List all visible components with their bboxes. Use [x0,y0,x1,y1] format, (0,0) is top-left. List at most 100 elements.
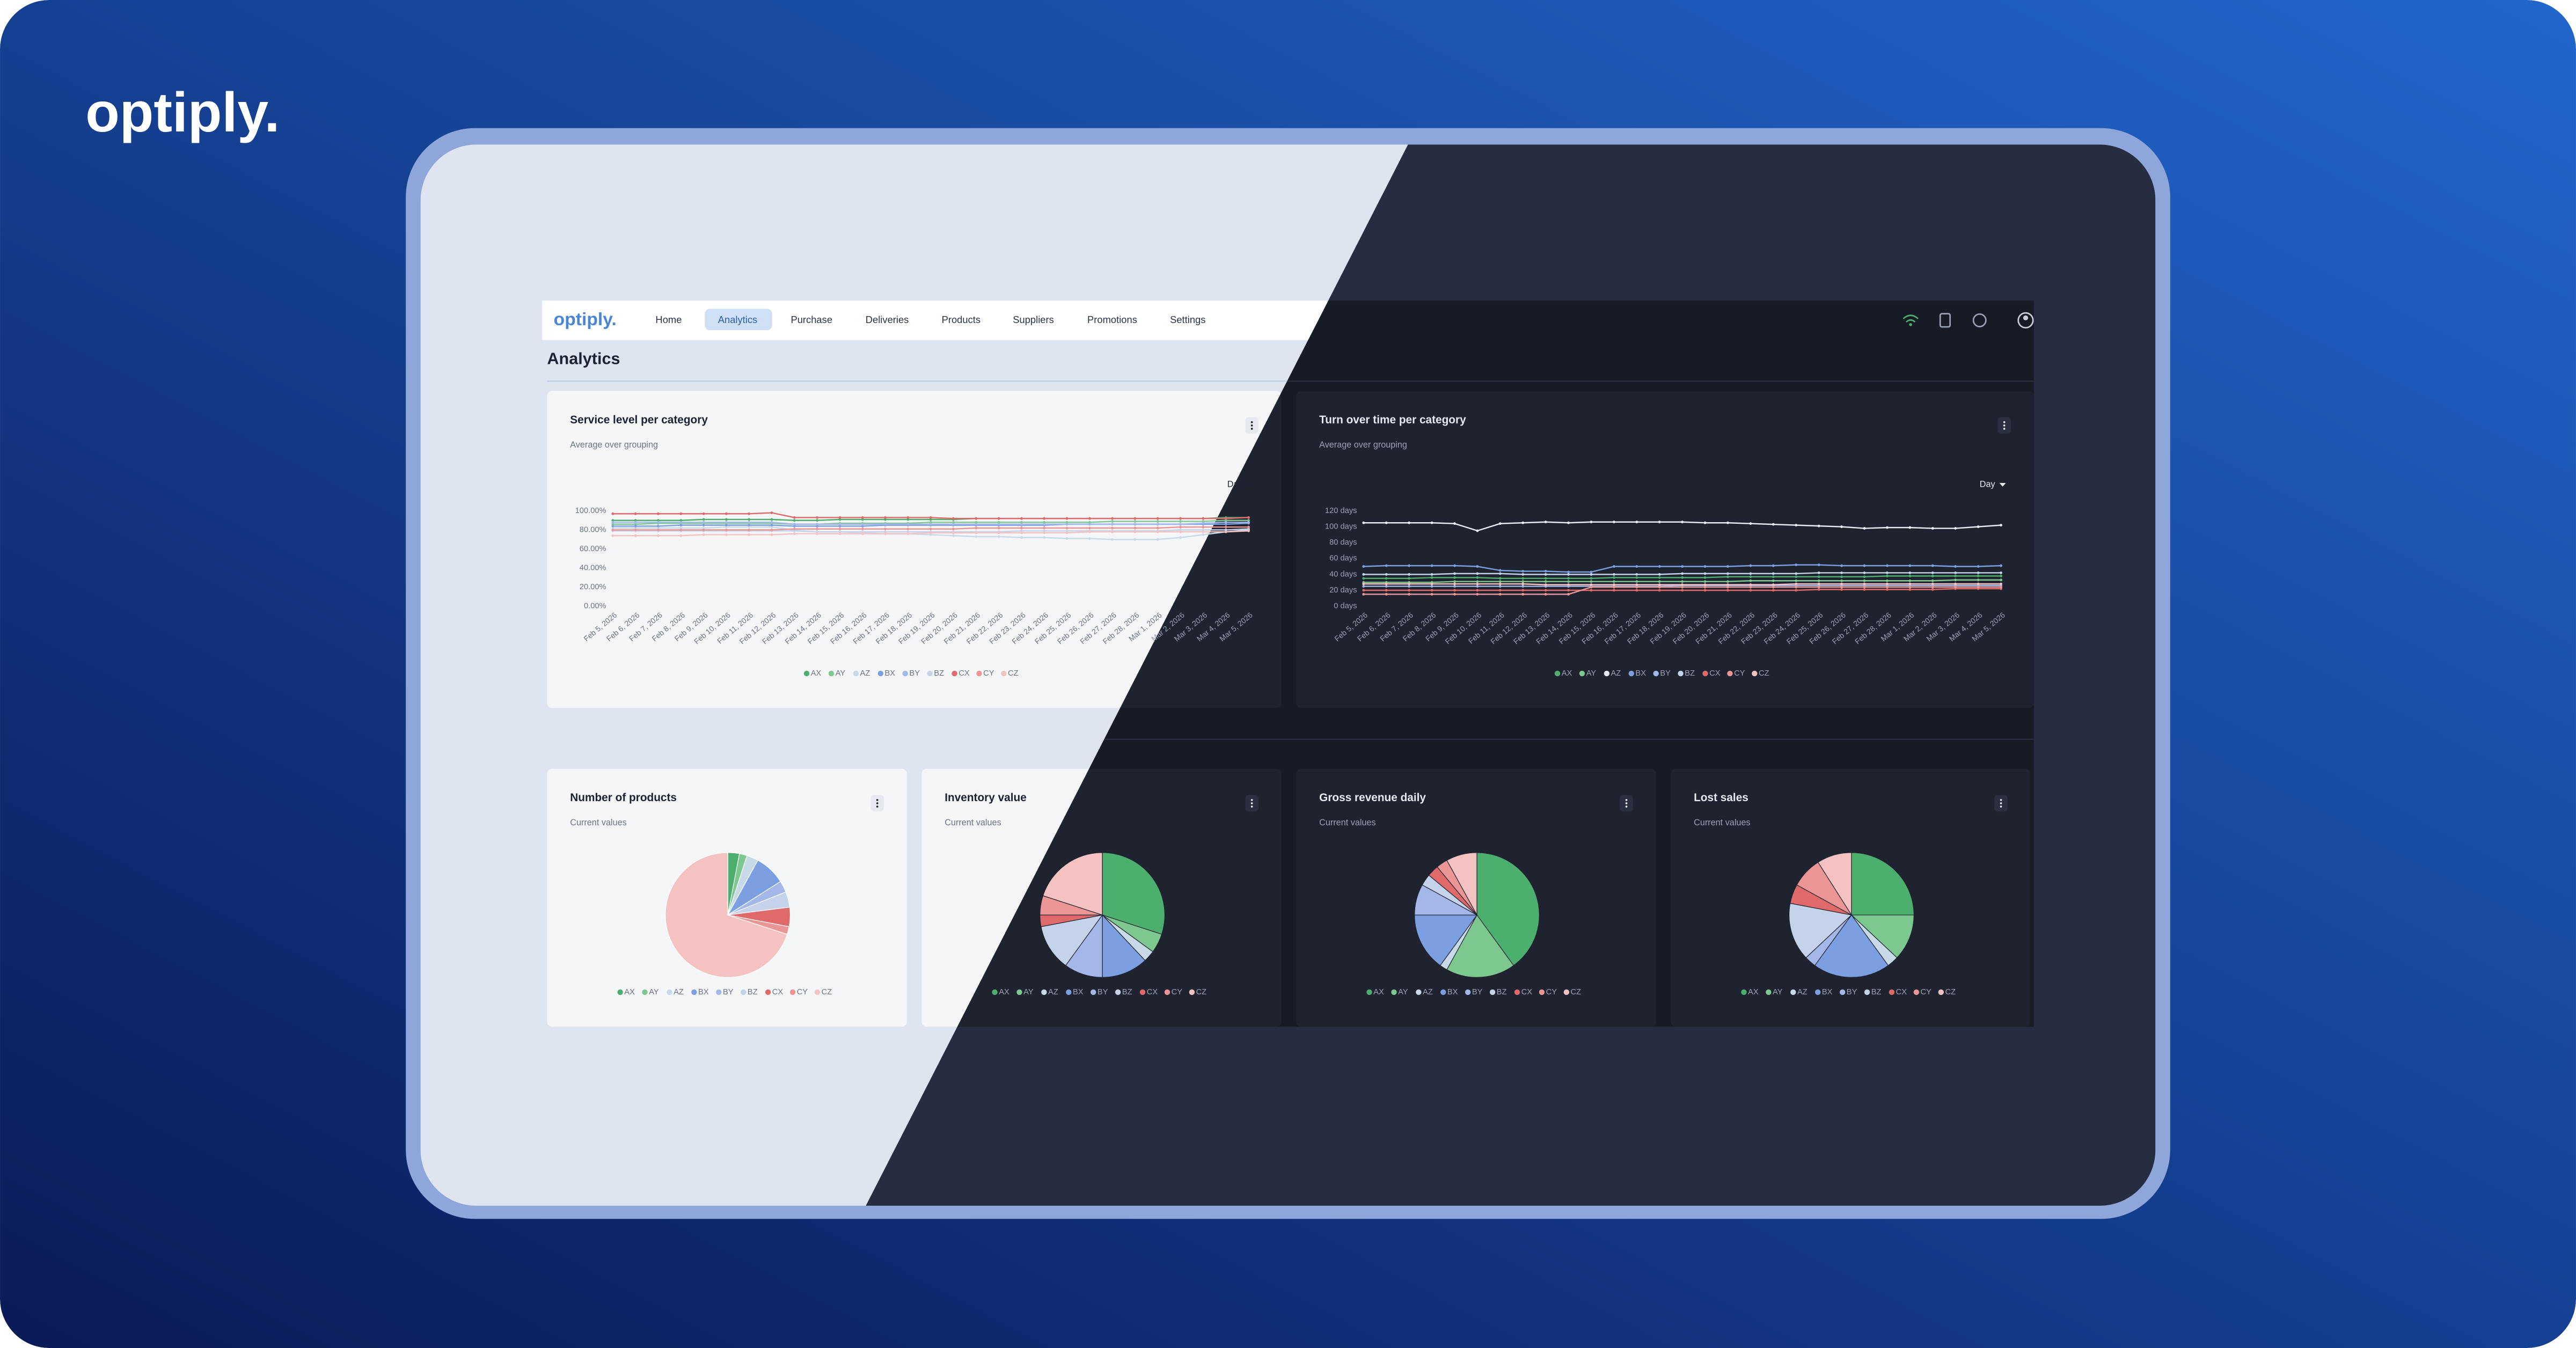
legend-swatch [1016,989,1022,995]
legend-label[interactable]: BZ [934,669,944,678]
legend-label[interactable]: CX [1896,988,1907,997]
legend-label[interactable]: CX [1147,988,1158,997]
point [838,524,841,528]
legend-label[interactable]: BY [1097,988,1108,997]
legend-label[interactable]: BY [723,988,734,997]
card-title: Number of products [570,792,677,804]
legend-swatch [1041,989,1047,995]
user-icon[interactable] [2017,312,2034,329]
legend-label[interactable]: CY [1921,988,1932,997]
legend-label[interactable]: BY [909,669,920,678]
point [1726,521,1729,524]
nav-item[interactable]: Home [655,314,682,325]
point [770,521,773,524]
point [952,517,955,520]
legend-label[interactable]: AY [1586,669,1597,678]
legend-label[interactable]: CY [797,988,808,997]
legend-swatch [1465,989,1471,995]
y-tick-label: 0 days [1334,602,1357,610]
legend-label[interactable]: AZ [1797,988,1807,997]
point [1111,538,1114,541]
y-tick-label: 60 days [1329,554,1357,563]
legend-label[interactable]: CZ [1008,669,1019,678]
legend-label[interactable]: BX [1447,988,1458,997]
nav-item[interactable]: Products [942,314,980,325]
legend-label[interactable]: BZ [1122,988,1132,997]
legend-label[interactable]: BZ [748,988,758,997]
legend-label[interactable]: CZ [1945,988,1956,997]
legend-label[interactable]: CX [772,988,784,997]
legend-label[interactable]: AZ [674,988,684,997]
legend-label[interactable]: BX [1635,669,1646,678]
legend-label[interactable]: CY [983,669,994,678]
dropdown[interactable]: Day [1980,479,1996,489]
point [1931,574,1934,577]
point [724,518,728,521]
nav-item[interactable]: Suppliers [1013,314,1054,325]
menu-dot [2003,424,2006,427]
legend-label[interactable]: CY [1172,988,1183,997]
legend-label[interactable]: CZ [1759,669,1769,678]
legend-label[interactable]: CZ [822,988,832,997]
legend-label[interactable]: AY [1773,988,1783,997]
legend-label[interactable]: BX [1073,988,1084,997]
point [1385,577,1388,580]
legend-label[interactable]: AX [999,988,1009,997]
legend-label[interactable]: BX [698,988,709,997]
point [724,533,728,536]
help-icon[interactable] [1972,313,1987,327]
point [1156,517,1159,520]
legend-label[interactable]: AX [811,669,822,678]
legend-label[interactable]: BX [884,669,895,678]
point [724,512,728,515]
legend-label[interactable]: AY [649,988,659,997]
nav-item[interactable]: Promotions [1087,314,1137,325]
point [1681,576,1684,579]
point [1043,526,1046,530]
legend-label[interactable]: BZ [1871,988,1882,997]
point [1408,564,1411,567]
point [611,524,614,528]
legend-label[interactable]: AY [1023,988,1034,997]
legend-label[interactable]: BY [1847,988,1857,997]
nav-item[interactable]: Settings [1170,314,1205,325]
legend-label[interactable]: AX [1373,988,1384,997]
legend-label[interactable]: AX [1748,988,1759,997]
legend-label[interactable]: AZ [1423,988,1433,997]
point [1521,521,1525,524]
nav-item[interactable]: Purchase [791,314,832,325]
point [1476,592,1479,596]
legend-label[interactable]: CX [958,669,970,678]
point [1476,529,1479,532]
legend-label[interactable]: CY [1734,669,1745,678]
bookmark-icon[interactable] [1939,313,1951,328]
legend-label[interactable]: CY [1546,988,1557,997]
legend-label[interactable]: AY [836,669,846,678]
dropdown[interactable]: Day [1227,479,1243,489]
point [1156,523,1159,526]
legend-label[interactable]: BY [1660,669,1671,678]
point [1977,574,1980,577]
legend-label[interactable]: CX [1709,669,1721,678]
legend-label[interactable]: BX [1822,988,1833,997]
nav-item[interactable]: Deliveries [866,314,909,325]
point [1726,589,1729,592]
legend-label[interactable]: AZ [1048,988,1058,997]
legend-label[interactable]: CZ [1571,988,1582,997]
legend-label[interactable]: AX [624,988,635,997]
legend-label[interactable]: CZ [1196,988,1207,997]
point [1247,519,1250,522]
legend-label[interactable]: AY [1398,988,1408,997]
nav-item[interactable]: Analytics [718,314,757,325]
legend-label[interactable]: BZ [1497,988,1507,997]
legend-label[interactable]: CX [1521,988,1533,997]
point [702,526,705,530]
point [1453,585,1456,588]
legend-label[interactable]: BZ [1685,669,1695,678]
legend-label[interactable]: AZ [860,669,870,678]
pie-slice [1851,852,1914,915]
legend-label[interactable]: AZ [1611,669,1621,678]
legend-label[interactable]: AX [1562,669,1572,678]
point [1156,526,1159,530]
legend-label[interactable]: BY [1472,988,1483,997]
